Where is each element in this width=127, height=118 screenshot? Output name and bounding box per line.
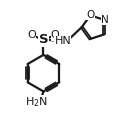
Text: H$_2$N: H$_2$N xyxy=(25,95,48,109)
Text: O: O xyxy=(27,30,36,40)
Text: O: O xyxy=(51,30,60,40)
Text: HN: HN xyxy=(54,36,71,46)
Text: O: O xyxy=(86,10,94,20)
Text: S: S xyxy=(39,33,48,46)
Text: N: N xyxy=(101,15,109,25)
